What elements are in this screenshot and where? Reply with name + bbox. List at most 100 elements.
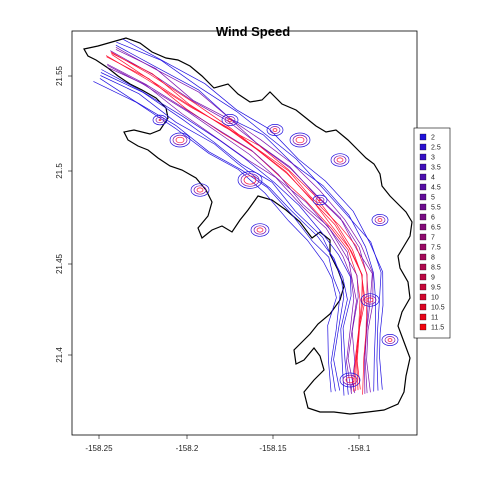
- contour-ring: [342, 374, 358, 386]
- contour-ring: [312, 194, 328, 206]
- contour-ring: [318, 198, 322, 202]
- contour-ring: [227, 118, 233, 122]
- legend-label: 4: [431, 175, 435, 182]
- contour-ring: [295, 136, 305, 144]
- contour-ring: [240, 173, 260, 187]
- y-tick-label: 21.45: [55, 253, 64, 274]
- contour-ring: [193, 185, 207, 195]
- contour-ring: [175, 136, 185, 144]
- legend-label: 7: [431, 235, 435, 242]
- contour-ring: [272, 128, 278, 132]
- contour-ring: [292, 134, 308, 146]
- contour-line: [122, 38, 384, 390]
- contour-line: [115, 44, 376, 392]
- island-coastline: [83, 37, 413, 415]
- contour-line: [106, 63, 359, 393]
- legend-swatch: [419, 153, 427, 161]
- x-tick-label: -158.15: [259, 444, 287, 453]
- x-tick-label: -158.2: [176, 444, 199, 453]
- contour-ring: [253, 225, 267, 235]
- wind-contours: [93, 38, 399, 396]
- contour-ring: [377, 218, 383, 222]
- legend: 2 2.5 3 3.5 4 4.5 5 5.5 6 6.5 7 7.5 8 8.5 9 9.5 10 10.5 11…: [413, 127, 451, 339]
- contour-ring: [196, 187, 204, 193]
- contour-ring: [158, 118, 162, 122]
- contour-line: [99, 78, 341, 392]
- contour-ring: [339, 372, 361, 388]
- contour-ring: [250, 223, 270, 237]
- contour-ring: [172, 134, 188, 146]
- legend-label: 3: [431, 155, 435, 162]
- contour-line: [100, 75, 345, 391]
- legend-label: 8: [431, 255, 435, 262]
- legend-swatch: [419, 323, 427, 331]
- contour-ring: [371, 214, 389, 226]
- contour-ring: [315, 196, 325, 204]
- legend-label: 6: [431, 215, 435, 222]
- contour-ring: [336, 157, 344, 163]
- contour-ring: [269, 126, 281, 134]
- legend-swatch: [419, 213, 427, 221]
- contour-line: [111, 54, 364, 391]
- contour-ring: [345, 376, 355, 384]
- legend-swatch: [419, 203, 427, 211]
- contour-ring: [387, 338, 393, 342]
- contour-ring: [224, 116, 236, 124]
- contour-line: [101, 69, 352, 395]
- contour-line: [115, 46, 374, 393]
- legend-label: 11.5: [431, 325, 444, 332]
- contour-ring: [190, 183, 210, 197]
- legend-swatch: [419, 303, 427, 311]
- legend-label: 9.5: [431, 285, 441, 292]
- legend-label: 3.5: [431, 165, 441, 172]
- legend-label: 4.5: [431, 185, 441, 192]
- contour-ring: [360, 293, 380, 307]
- legend-label: 5.5: [431, 205, 441, 212]
- contour-ring: [384, 336, 396, 344]
- contour-line: [100, 72, 348, 396]
- legend-swatch: [419, 313, 427, 321]
- y-tick-label: 21.55: [55, 65, 64, 86]
- x-tick-label: -158.25: [85, 444, 113, 453]
- contour-ring: [374, 216, 386, 224]
- y-axis: 21.55 21.5 21.45 21.4: [55, 65, 72, 363]
- legend-label: 11: [431, 315, 438, 322]
- legend-box: [413, 127, 451, 339]
- legend-label: 9: [431, 275, 435, 282]
- legend-swatch: [419, 223, 427, 231]
- contour-ring: [289, 132, 311, 148]
- legend-swatch: [419, 193, 427, 201]
- legend-swatch: [419, 263, 427, 271]
- contour-ring: [243, 175, 257, 185]
- y-tick-label: 21.4: [55, 347, 64, 363]
- contour-ring: [363, 295, 377, 305]
- contour-ring: [155, 116, 165, 124]
- legend-swatch: [419, 283, 427, 291]
- contour-line: [93, 81, 337, 393]
- y-tick-label: 21.5: [55, 163, 64, 179]
- legend-swatch: [419, 293, 427, 301]
- legend-swatch: [419, 233, 427, 241]
- contour-line: [116, 41, 382, 391]
- contour-ring: [237, 171, 263, 189]
- legend-swatch: [419, 143, 427, 151]
- x-axis: -158.25 -158.2 -158.15 -158.1: [85, 435, 371, 453]
- legend-swatch: [419, 173, 427, 181]
- contour-ring: [366, 297, 374, 303]
- contour-ring: [169, 132, 191, 148]
- legend-label: 5: [431, 195, 435, 202]
- contour-ring: [221, 114, 239, 126]
- legend-swatch: [419, 163, 427, 171]
- contour-line: [105, 55, 363, 391]
- contour-line: [111, 52, 366, 390]
- legend-swatch: [419, 243, 427, 251]
- legend-label: 10: [431, 295, 439, 302]
- legend-label: 2.5: [431, 145, 441, 152]
- legend-swatch: [419, 183, 427, 191]
- contour-line: [115, 49, 373, 394]
- legend-swatch: [419, 133, 427, 141]
- contour-line: [110, 51, 368, 395]
- contour-ring: [330, 153, 350, 167]
- contour-line: [107, 64, 357, 394]
